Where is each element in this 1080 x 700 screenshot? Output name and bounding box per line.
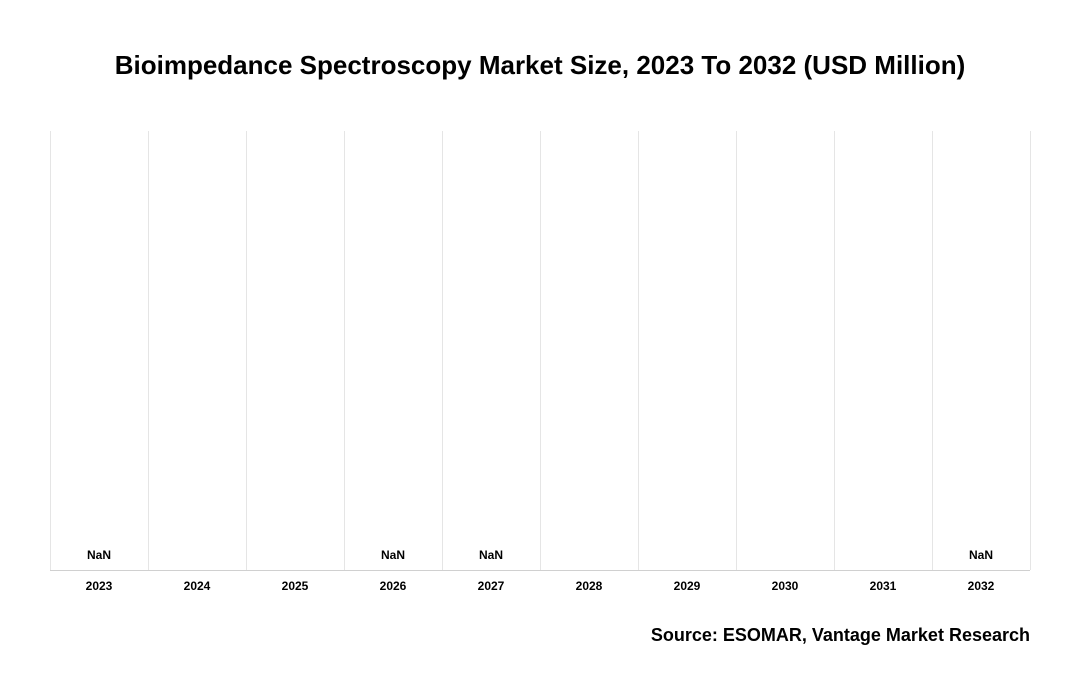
chart-column: NaN	[442, 131, 540, 570]
x-axis-label: 2029	[674, 579, 701, 593]
chart-column	[736, 131, 834, 570]
chart-column	[638, 131, 736, 570]
chart-column	[540, 131, 638, 570]
x-axis-label: 2030	[772, 579, 799, 593]
x-axis-label: 2032	[968, 579, 995, 593]
x-axis-label: 2031	[870, 579, 897, 593]
chart-column: NaN	[344, 131, 442, 570]
value-label: NaN	[87, 548, 111, 562]
x-axis-label: 2027	[478, 579, 505, 593]
x-axis: 2023 2024 2025 2026 2027 2028 2029 2030 …	[50, 571, 1030, 601]
chart-column	[246, 131, 344, 570]
grid-line	[1030, 131, 1031, 570]
value-label: NaN	[381, 548, 405, 562]
chart-container: Bioimpedance Spectroscopy Market Size, 2…	[50, 50, 1030, 601]
x-axis-label: 2028	[576, 579, 603, 593]
value-label: NaN	[969, 548, 993, 562]
x-axis-label: 2024	[184, 579, 211, 593]
chart-column	[834, 131, 932, 570]
x-axis-label: 2025	[282, 579, 309, 593]
plot-area: NaN NaN NaN NaN	[50, 131, 1030, 571]
chart-column: NaN	[932, 131, 1030, 570]
chart-column: NaN	[50, 131, 148, 570]
chart-title: Bioimpedance Spectroscopy Market Size, 2…	[50, 50, 1030, 81]
source-attribution: Source: ESOMAR, Vantage Market Research	[651, 625, 1030, 646]
x-axis-label: 2023	[86, 579, 113, 593]
chart-column	[148, 131, 246, 570]
value-label: NaN	[479, 548, 503, 562]
x-axis-label: 2026	[380, 579, 407, 593]
